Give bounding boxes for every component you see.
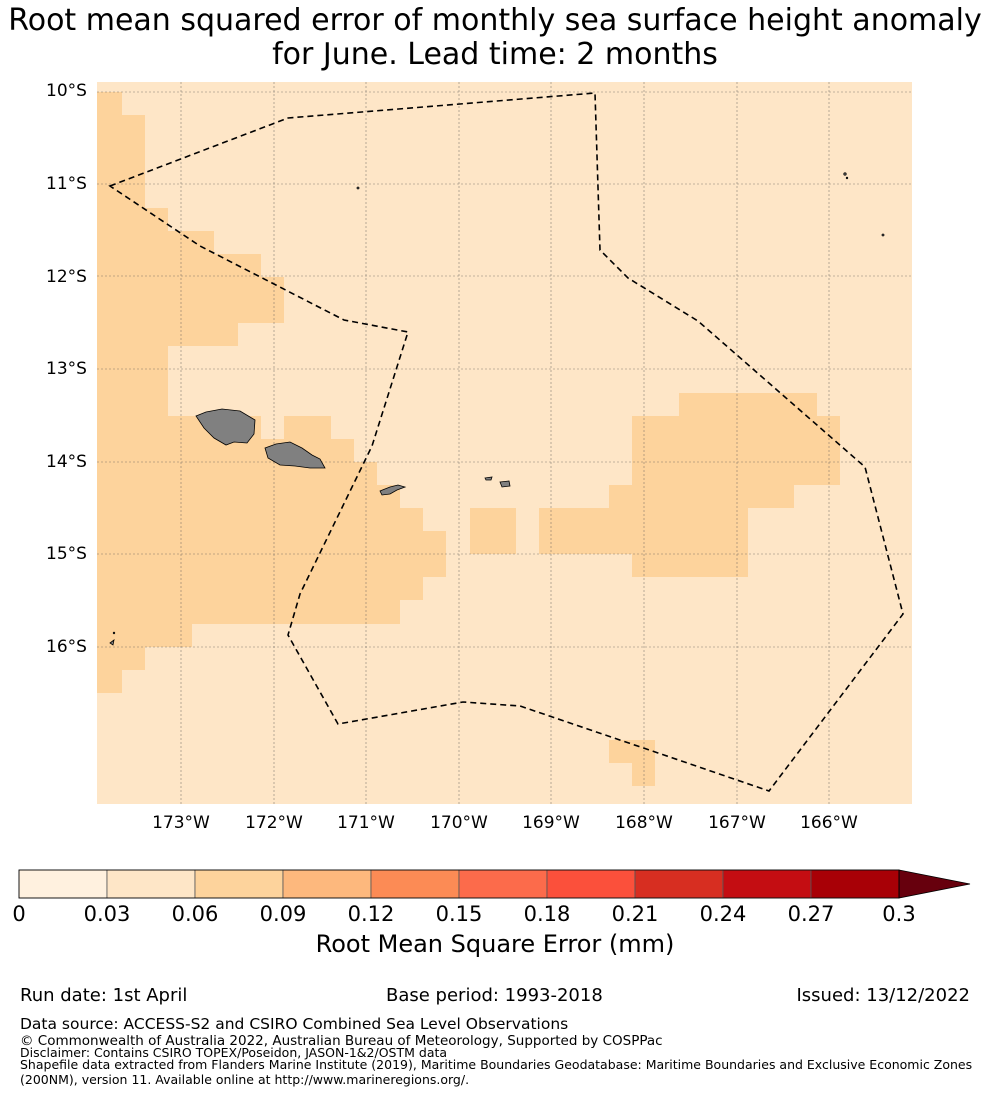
island-tau <box>499 480 511 488</box>
lon-label: 168°W <box>615 813 673 833</box>
issued-date: Issued: 13/12/2022 <box>796 985 970 1006</box>
colorbar-segment <box>546 869 636 899</box>
error-region-east <box>539 393 840 577</box>
colorbar-tick-label: 0.3 <box>882 902 915 926</box>
colorbar-segment <box>634 869 724 899</box>
lon-label: 172°W <box>245 813 303 833</box>
colorbar-segment <box>194 869 284 899</box>
colorbar-segment <box>810 869 900 899</box>
island-tutuila <box>379 484 407 496</box>
island-savaii <box>195 408 256 446</box>
lon-label: 166°W <box>800 813 858 833</box>
lat-label: 13°S <box>46 359 87 379</box>
colorbar-outline <box>18 869 900 899</box>
land-masses <box>109 172 885 646</box>
eez-boundary <box>108 92 904 792</box>
lat-label: 11°S <box>46 174 87 194</box>
shapefile-credit-1: Shapefile data extracted from Flanders M… <box>20 1057 973 1072</box>
lon-label: 169°W <box>522 813 580 833</box>
island-islet-3 <box>845 176 849 180</box>
lat-label: 10°S <box>46 81 87 101</box>
error-cells-high <box>97 92 840 786</box>
colorbar-segment <box>282 869 372 899</box>
lon-label: 173°W <box>152 813 210 833</box>
colorbar-ticks: 0 0.03 0.06 0.09 0.12 0.15 0.18 0.21 0.24 0.27 0.3 <box>12 902 915 926</box>
base-period: Base period: 1993-2018 <box>386 985 603 1006</box>
colorbar-segment <box>18 869 108 899</box>
lat-label: 14°S <box>46 452 87 472</box>
colorbar-segment <box>370 869 460 899</box>
colorbar-tick-label: 0.06 <box>172 902 219 926</box>
island-islet-5 <box>109 639 115 646</box>
colorbar-tick-label: 0.03 <box>84 902 131 926</box>
colorbar-label: Root Mean Square Error (mm) <box>315 930 675 958</box>
colorbar-tick-label: 0.09 <box>260 902 307 926</box>
title-line-2: for June. Lead time: 2 months <box>272 37 718 72</box>
lon-label: 167°W <box>708 813 766 833</box>
disclaimer: Disclaimer: Contains CSIRO TOPEX/Poseido… <box>20 1045 448 1060</box>
colorbar: 0 0.03 0.06 0.09 0.12 0.15 0.18 0.21 0.24 0.27 0.3 <box>0 862 990 962</box>
colorbar-segment <box>722 869 812 899</box>
colorbar-segment <box>458 869 548 899</box>
colorbar-tick-label: 0.24 <box>700 902 747 926</box>
colorbar-tick-label: 0 <box>12 902 25 926</box>
colorbar-tick-label: 0.12 <box>348 902 395 926</box>
colorbar-segments <box>18 869 900 899</box>
colorbar-svg: 0 0.03 0.06 0.09 0.12 0.15 0.18 0.21 0.24 0.27 0.3 <box>12 869 971 926</box>
map-panel: 10°S 11°S 12°S 13°S 14°S 15°S 16°S 173°W… <box>0 78 990 838</box>
error-region-west <box>97 92 446 693</box>
map-svg: 10°S 11°S 12°S 13°S 14°S 15°S 16°S 173°W… <box>46 81 912 833</box>
colorbar-extend-arrow <box>898 869 971 899</box>
gridlines <box>97 82 912 804</box>
lat-label: 12°S <box>46 267 87 287</box>
copyright: © Commonwealth of Australia 2022, Austra… <box>20 1033 663 1049</box>
colorbar-segment <box>106 869 196 899</box>
colorbar-tick-label: 0.18 <box>524 902 571 926</box>
island-islet-1 <box>356 186 360 190</box>
colorbar-tick-label: 0.15 <box>436 902 483 926</box>
data-source: Data source: ACCESS-S2 and CSIRO Combine… <box>20 1015 569 1033</box>
island-islet-2 <box>843 172 847 176</box>
island-islet-4 <box>881 233 885 237</box>
lat-label: 16°S <box>46 637 87 657</box>
lon-label: 171°W <box>337 813 395 833</box>
colorbar-tick-label: 0.21 <box>612 902 659 926</box>
island-upolu <box>264 441 326 469</box>
shapefile-credit-2: (200NM), version 11. Available online at… <box>20 1072 470 1087</box>
lat-label: 15°S <box>46 544 87 564</box>
map-title: Root mean squared error of monthly sea s… <box>0 4 990 72</box>
title-line-1: Root mean squared error of monthly sea s… <box>8 3 982 38</box>
colorbar-tick-label: 0.27 <box>788 902 835 926</box>
error-region-central <box>470 508 516 554</box>
error-region-south <box>609 740 655 786</box>
island-islet-6 <box>112 631 116 635</box>
island-ofu <box>484 476 493 481</box>
run-date: Run date: 1st April <box>20 985 188 1006</box>
lon-label: 170°W <box>430 813 488 833</box>
